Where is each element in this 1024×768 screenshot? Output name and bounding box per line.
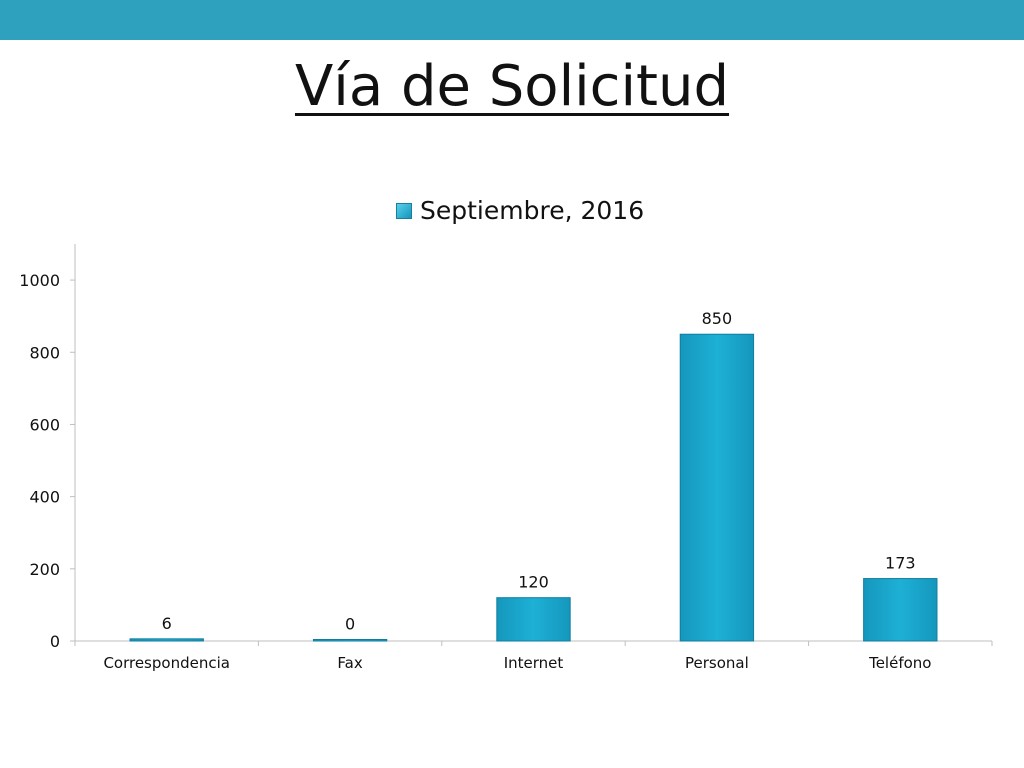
bar: [496, 597, 571, 642]
bar: [679, 333, 755, 642]
y-tick-label: 1000: [19, 271, 60, 290]
data-label: 173: [885, 554, 916, 573]
bar: [129, 638, 204, 642]
x-tick-label: Personal: [685, 654, 749, 672]
chart-legend: Septiembre, 2016: [396, 196, 644, 225]
data-label: 6: [162, 614, 172, 633]
slide-title: Vía de Solicitud: [0, 52, 1024, 122]
data-label: 120: [518, 573, 549, 592]
legend-label: Septiembre, 2016: [420, 196, 645, 225]
y-tick-label: 600: [29, 415, 60, 434]
x-tick-label: Internet: [504, 654, 564, 672]
bar: [312, 639, 388, 642]
y-tick-label: 400: [29, 488, 60, 507]
data-label: 0: [345, 615, 355, 634]
x-tick-label: Teléfono: [868, 654, 931, 672]
y-tick-label: 200: [29, 560, 60, 579]
slide-title-text: Vía de Solicitud: [294, 54, 730, 119]
y-tick-label: 800: [29, 343, 60, 362]
data-label: 850: [702, 309, 733, 328]
x-tick-label: Correspondencia: [103, 654, 230, 672]
bar: [863, 578, 938, 642]
y-tick-label: 0: [50, 632, 60, 651]
x-tick-label: Fax: [337, 654, 362, 672]
legend-swatch: [396, 202, 412, 219]
top-accent-bar: [0, 0, 1024, 40]
